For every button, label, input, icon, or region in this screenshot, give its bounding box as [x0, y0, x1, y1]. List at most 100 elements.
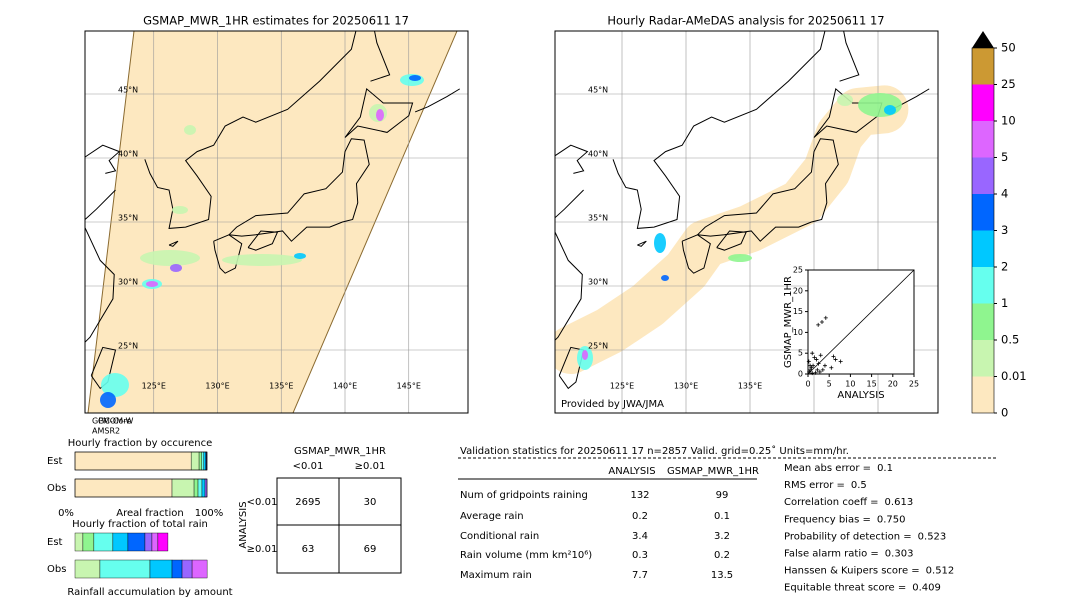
score-value: 0.523 [918, 531, 947, 542]
bar-segment [201, 478, 206, 498]
y-tick-label: 20 [793, 286, 803, 295]
lat-label: 25°N [588, 342, 608, 351]
table-cell: 0.2 [714, 550, 730, 561]
bar-segment [82, 532, 95, 552]
lon-label: 125°E [142, 382, 166, 391]
colorbar-label: 3 [1001, 223, 1008, 237]
rain-area [172, 206, 188, 214]
lat-label: 30°N [588, 278, 608, 287]
scatter-point [812, 355, 817, 360]
table-cell: 69 [364, 544, 377, 555]
lat-label: 25°N [118, 342, 138, 351]
row-label: ANALYSIS [238, 501, 249, 548]
x-tick-label: 0% [58, 508, 74, 519]
coastline [414, 88, 461, 113]
right-map-title: Hourly Radar-AMeDAS analysis for 2025061… [607, 14, 884, 28]
bar-segment [74, 451, 192, 471]
rain-area [170, 264, 182, 272]
colorbar-segment [972, 340, 994, 377]
colorbar-label: 0.01 [1001, 369, 1027, 383]
table-cell: 3.4 [632, 531, 648, 542]
category-label: Est [47, 456, 63, 467]
colorbar-segment [972, 267, 994, 304]
scatter-point [820, 367, 825, 372]
x-tick-label: 15 [867, 380, 877, 389]
column-header: ANALYSIS [608, 466, 655, 477]
colorbar-segment [972, 84, 994, 121]
rain-area [661, 275, 669, 281]
row-header: <0.01 [247, 497, 278, 508]
coastline [168, 240, 179, 247]
score-label: Correlation coeff = [784, 497, 879, 508]
x-tick-label: 5 [827, 380, 832, 389]
scatter-point [831, 354, 836, 359]
lon-label: 140°E [333, 382, 357, 391]
bar-frame [74, 478, 208, 498]
table-cell: 0.1 [714, 511, 730, 522]
coastline [716, 230, 747, 251]
colorbar-label: 5 [1001, 150, 1008, 164]
lon-label: 125°E [610, 382, 634, 391]
row-label: Maximum rain [460, 570, 532, 581]
colorbar-segment [972, 157, 994, 194]
colorbar-segment [972, 121, 994, 158]
category-label: Obs [47, 564, 66, 575]
score: Hanssen & Kuipers score = 0.512 [784, 566, 954, 577]
colorbar-segment [972, 376, 994, 413]
score-label: False alarm ratio = [784, 549, 879, 560]
scatter-point [817, 369, 822, 374]
row-label: Rain volume (mm km²10⁶) [460, 550, 592, 561]
x-tick-label: 10 [845, 380, 855, 389]
score: Correlation coeff = 0.613 [784, 497, 913, 508]
coastline [555, 189, 584, 341]
bar-title: Hourly fraction by occurence [68, 438, 212, 449]
rain-area [654, 233, 666, 253]
bar-segment [171, 478, 195, 498]
scatter-point [816, 322, 821, 327]
scatter-point [814, 357, 819, 362]
rain-area [140, 250, 200, 266]
table-cell: 30 [364, 497, 377, 508]
score: RMS error = 0.5 [784, 480, 867, 491]
bar-segment [151, 532, 159, 552]
x-tick-label: 100% [195, 508, 224, 519]
score-value: 0.5 [851, 480, 867, 491]
bar-segment [74, 559, 101, 579]
bar-segment [203, 451, 206, 471]
bar-segment [181, 559, 193, 579]
y-axis-label: GSMAP_MWR_1HR [783, 276, 794, 368]
rain-area [858, 93, 902, 117]
row-label: Num of gridpoints raining [460, 490, 588, 501]
left-map [85, 31, 468, 413]
validation-header: Validation statistics for 20250611 17 n=… [460, 445, 849, 457]
coastline [344, 87, 414, 138]
lon-label: 135°E [269, 382, 293, 391]
lon-label: 145°E [397, 382, 421, 391]
scatter-point [806, 359, 811, 364]
x-tick-label: 25 [909, 380, 919, 389]
colorbar-label: 1 [1001, 296, 1008, 310]
score: Equitable threat score = 0.409 [784, 583, 941, 594]
lat-label: 40°N [588, 150, 608, 159]
coastline [90, 346, 117, 390]
row-label: Conditional rain [460, 531, 539, 542]
coastline [247, 230, 279, 251]
lon-label: 130°E [674, 382, 698, 391]
x-tick-label: 20 [888, 380, 898, 389]
y-tick-label: 5 [798, 349, 803, 358]
colorbar-label: 0.5 [1001, 333, 1019, 347]
scatter-point [808, 367, 813, 372]
column-header: <0.01 [293, 461, 324, 472]
rain-area [728, 254, 752, 262]
bar-segment [149, 559, 173, 579]
scatter-point [819, 320, 824, 324]
bar-segment [127, 532, 146, 552]
rain-area [100, 392, 116, 408]
colorbar-extend [972, 31, 994, 48]
bar-frame [74, 451, 208, 471]
colorbar-segment [972, 303, 994, 340]
column-header: ≥0.01 [355, 461, 386, 472]
rain-area [376, 109, 384, 121]
bar-segment [144, 532, 153, 552]
